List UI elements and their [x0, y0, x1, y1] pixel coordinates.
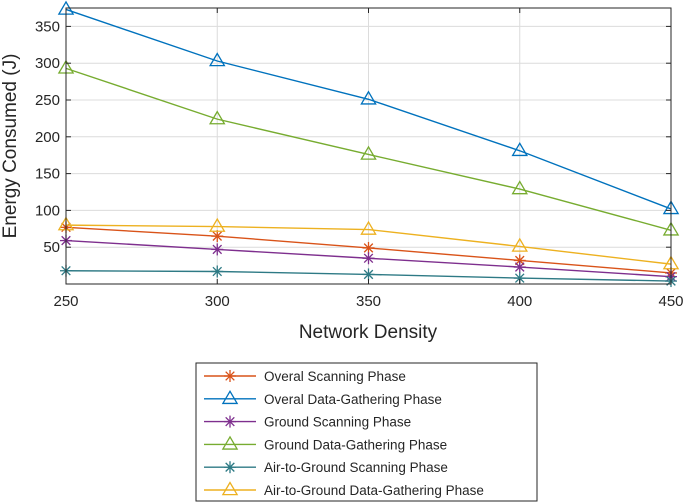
legend-items: Overal Scanning Phase Overal Data-Gatheri…	[204, 369, 484, 498]
y-tick-label: 350	[35, 18, 60, 35]
data-point	[360, 145, 377, 160]
legend-label: Air-to-Ground Data-Gathering Phase	[264, 483, 484, 498]
series-line	[65, 8, 672, 210]
y-axis-label: Energy Consumed (J)	[0, 54, 21, 239]
data-point	[513, 272, 526, 285]
y-tick-label: 50	[43, 239, 60, 256]
series-line	[65, 224, 672, 265]
data-point	[208, 110, 226, 125]
legend-item: Overal Scanning Phase	[204, 369, 406, 384]
data-point	[362, 268, 375, 281]
legend-marker	[221, 481, 239, 496]
legend-marker	[221, 435, 239, 450]
data-point	[208, 52, 226, 67]
data-point	[211, 265, 224, 278]
y-tick-label: 200	[35, 129, 60, 146]
data-point	[362, 241, 375, 254]
x-tick-labels: 250 300 350 400 450	[53, 8, 684, 310]
x-tick-label: 350	[356, 293, 381, 310]
x-tick-label: 250	[53, 293, 78, 310]
legend-label: Air-to-Ground Scanning Phase	[264, 460, 448, 475]
x-tick-label: 300	[205, 293, 230, 310]
x-tick-label: 450	[658, 293, 683, 310]
y-tick-label: 150	[35, 166, 60, 183]
y-tick-labels: 50 100 150 200 250 300 350	[35, 18, 671, 256]
data-point	[511, 141, 529, 157]
legend-item: Overal Data-Gathering Phase	[204, 390, 442, 407]
data-point	[211, 230, 224, 243]
x-tick-label: 400	[507, 293, 532, 310]
x-axis-label: Network Density	[299, 322, 438, 343]
data-point	[208, 217, 226, 232]
legend: Overal Scanning Phase Overal Data-Gatheri…	[195, 362, 538, 502]
legend-item: Ground Scanning Phase	[204, 415, 411, 430]
data-point	[360, 90, 377, 105]
series-line	[65, 67, 672, 231]
legend-marker	[224, 461, 236, 474]
data-point	[211, 243, 224, 256]
legend-box	[195, 362, 538, 502]
legend-label: Ground Data-Gathering Phase	[264, 437, 447, 452]
data-point	[360, 220, 377, 235]
legend-item: Air-to-Ground Data-Gathering Phase	[204, 481, 484, 498]
y-tick-label: 250	[35, 92, 60, 109]
data-point	[513, 261, 526, 274]
series-3	[60, 234, 677, 283]
data-point	[511, 180, 529, 195]
data-point	[362, 252, 375, 265]
legend-marker	[224, 415, 236, 428]
legend-label: Overal Scanning Phase	[264, 369, 406, 384]
legend-label: Ground Scanning Phase	[264, 415, 411, 430]
y-tick-label: 300	[35, 55, 60, 72]
data-point	[511, 237, 529, 252]
legend-item: Air-to-Ground Scanning Phase	[204, 460, 448, 475]
legend-marker	[224, 370, 236, 382]
legend-label: Overal Data-Gathering Phase	[264, 392, 442, 407]
legend-marker	[221, 390, 239, 405]
legend-item: Ground Data-Gathering Phase	[204, 435, 447, 452]
y-tick-label: 100	[35, 202, 60, 219]
grid-lines	[66, 8, 671, 284]
